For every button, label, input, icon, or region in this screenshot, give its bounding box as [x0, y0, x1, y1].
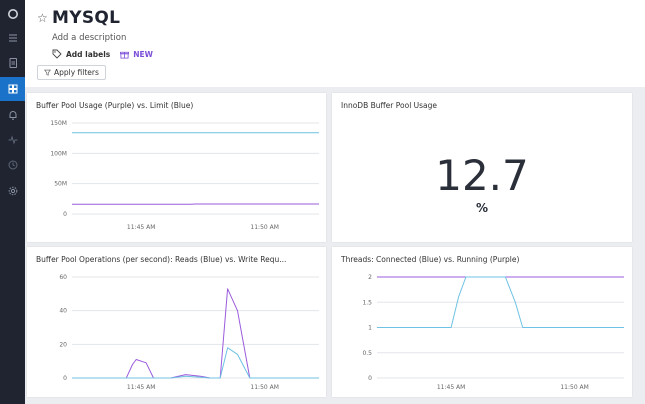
x-tick-label: 11:50 AM	[250, 384, 278, 391]
y-tick-label: 1	[368, 325, 372, 332]
y-tick-label: 40	[59, 308, 67, 315]
y-tick-label: 1.5	[362, 299, 372, 306]
series-line-blue	[72, 347, 319, 379]
x-tick-label: 11:45 AM	[127, 224, 155, 231]
new-badge: NEW	[133, 49, 153, 59]
panel-title: InnoDB Buffer Pool Usage	[341, 101, 438, 110]
y-tick-label: 0	[63, 375, 67, 382]
description-field[interactable]: Add a description	[52, 33, 127, 43]
dashboard-icon[interactable]	[0, 77, 25, 101]
bell-icon[interactable]	[0, 103, 25, 127]
threads-chart: 0 0.5 1 1.5 2 11:45 AM 11:50 AM	[362, 274, 624, 391]
y-tick-label: 0.5	[362, 350, 372, 357]
y-tick-label: 0	[368, 375, 372, 382]
y-tick-label: 100M	[50, 150, 67, 157]
apply-filters-button[interactable]: Apply filters	[37, 65, 106, 80]
list-icon[interactable]	[0, 26, 25, 50]
stat-value: 12.7	[435, 151, 529, 200]
x-tick-label: 11:45 AM	[127, 384, 155, 391]
activity-icon[interactable]	[0, 128, 25, 152]
series-line-purple	[72, 288, 319, 379]
panel-threads[interactable]: Threads: Connected (Blue) vs. Running (P…	[332, 247, 632, 397]
add-labels-button[interactable]: Add labels	[66, 49, 111, 59]
page-title: MYSQL	[52, 8, 121, 28]
y-tick-label: 0	[63, 211, 67, 218]
logo-icon[interactable]	[0, 2, 25, 26]
tag-icon	[52, 49, 62, 59]
panel-buffer-pool-usage[interactable]: Buffer Pool Usage (Purple) vs. Limit (Bl…	[27, 93, 326, 242]
dashboard-header: ☆ MYSQL Add a description Add labels NEW…	[25, 0, 645, 87]
panel-buffer-pool-operations[interactable]: Buffer Pool Operations (per second): Rea…	[27, 247, 326, 397]
sidebar	[0, 0, 25, 404]
y-tick-label: 20	[59, 341, 67, 348]
stat-unit: %	[475, 201, 489, 215]
y-tick-label: 150M	[50, 120, 67, 127]
document-icon[interactable]	[0, 51, 25, 75]
star-icon[interactable]: ☆	[37, 11, 48, 25]
filter-icon	[44, 69, 51, 76]
gift-icon	[120, 51, 130, 59]
x-tick-label: 11:50 AM	[250, 224, 278, 231]
buffer-pool-usage-chart: 0 50M 100M 150M 11:45 AM 11:50 AM	[50, 120, 319, 231]
apply-filters-label: Apply filters	[54, 68, 99, 77]
labels-row: Add labels NEW	[52, 49, 153, 59]
x-tick-label: 11:45 AM	[437, 384, 465, 391]
y-tick-label: 50M	[54, 181, 67, 188]
clock-icon[interactable]	[0, 153, 25, 177]
gear-icon[interactable]	[0, 179, 25, 203]
y-tick-label: 60	[59, 274, 67, 281]
y-tick-label: 2	[368, 274, 372, 281]
buffer-pool-operations-chart: 0 20 40 60 11:45 AM 11:50 AM	[59, 274, 319, 391]
panel-innodb-buffer-pool-usage[interactable]: InnoDB Buffer Pool Usage 12.7 %	[332, 93, 632, 242]
series-line-blue	[377, 276, 624, 328]
x-tick-label: 11:50 AM	[560, 384, 588, 391]
